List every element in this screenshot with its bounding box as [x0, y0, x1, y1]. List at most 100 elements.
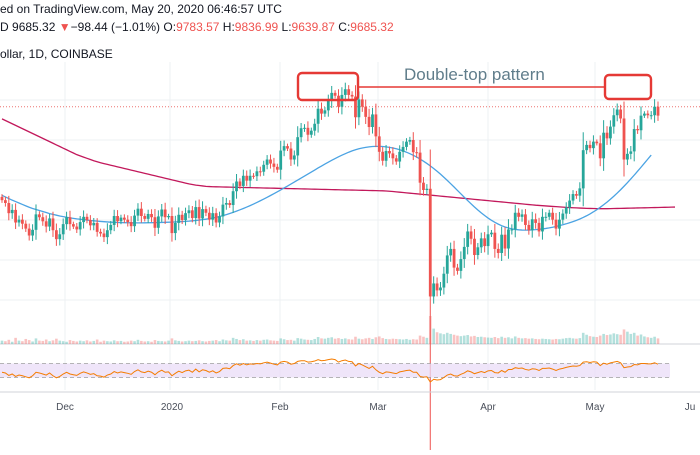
candle-body — [466, 231, 470, 247]
candle-body — [320, 108, 323, 114]
volume-bar — [99, 341, 102, 344]
volume-bar — [554, 338, 558, 344]
candle-body — [255, 171, 259, 177]
candle-body — [476, 247, 480, 256]
candle-body — [139, 208, 143, 216]
candle-body — [561, 213, 565, 220]
annotation-layer: Double-top pattern — [296, 65, 653, 102]
candle-body — [129, 222, 133, 227]
volume-bar — [544, 338, 548, 344]
volume-bar — [316, 337, 320, 344]
volume-bar — [646, 337, 650, 344]
candle-body — [48, 218, 51, 227]
volume-bar — [598, 335, 602, 344]
volume-bar — [265, 339, 269, 344]
volume-bar — [653, 336, 656, 344]
volume-bar — [357, 338, 361, 344]
volume-bar — [170, 338, 174, 344]
volume-bar — [479, 336, 483, 344]
volume-bar — [636, 335, 639, 344]
candle-body — [10, 209, 14, 214]
candle-body — [564, 207, 568, 214]
rsi-band-fill — [0, 363, 670, 378]
candle-body — [241, 175, 245, 186]
candle-body — [221, 204, 225, 217]
candle-body — [7, 203, 11, 214]
volume-bar — [184, 341, 187, 344]
volume-bar — [605, 335, 609, 344]
candle-body — [292, 155, 296, 160]
volume-bar — [415, 339, 418, 344]
candle-body — [653, 106, 656, 116]
candle-body — [34, 214, 38, 230]
rsi-line — [1, 358, 659, 383]
volume-bar — [520, 338, 524, 344]
candle-body — [500, 234, 504, 253]
candle-body — [289, 148, 293, 160]
candle-body — [316, 108, 320, 124]
volume-bar — [483, 337, 486, 344]
volume-bar — [537, 339, 541, 344]
candle-body — [588, 144, 592, 149]
candle-body — [391, 153, 395, 159]
candle-body — [303, 127, 306, 129]
volume-bar — [51, 340, 55, 344]
candle-body — [592, 141, 595, 149]
candle-body — [78, 222, 82, 230]
candle-body — [54, 230, 58, 240]
volume-bar — [469, 336, 473, 344]
volume-bar — [306, 339, 310, 344]
volume-bar — [221, 339, 225, 344]
candle-body — [88, 220, 92, 226]
candle-body — [258, 171, 262, 173]
volume-bar — [41, 340, 45, 344]
symbol-description: ollar, 1D, COINBASE — [0, 47, 113, 61]
volume-bar — [82, 341, 85, 344]
volume-bar — [398, 339, 401, 344]
candle-body — [31, 229, 34, 236]
candle-body — [41, 217, 45, 222]
volume-bar — [187, 340, 191, 344]
candle-body — [235, 181, 238, 192]
candle-body — [27, 228, 31, 236]
candle-body — [649, 115, 653, 117]
candle-body — [119, 217, 123, 222]
candle-body — [167, 216, 170, 218]
volume-bar — [367, 337, 371, 344]
volume-bar — [242, 339, 245, 344]
pattern-annotation-label: Double-top pattern — [404, 65, 545, 84]
volume-bar — [109, 341, 113, 344]
candle-body — [418, 152, 422, 183]
moving-averages — [1, 118, 676, 231]
candle-body — [333, 92, 337, 96]
volume-bar — [95, 339, 99, 344]
volume-bar — [140, 340, 143, 344]
candle-body — [629, 151, 633, 154]
candle-body — [163, 209, 167, 218]
candle-body — [306, 127, 310, 135]
volume-bar — [350, 339, 354, 344]
candle-body — [377, 136, 381, 152]
volume-bar — [377, 336, 381, 344]
volume-bar — [194, 340, 198, 344]
candle-body — [309, 130, 313, 135]
volume-bar — [435, 332, 439, 344]
candle-body — [95, 222, 99, 232]
volume-bar — [313, 338, 316, 344]
volume-bar — [432, 328, 435, 344]
candle-body — [357, 99, 361, 118]
volume-bar — [330, 337, 333, 344]
candle-body — [122, 217, 126, 220]
candle-body — [612, 115, 616, 127]
volume-bar — [106, 341, 109, 344]
candle-body — [626, 153, 629, 160]
candle-body — [184, 213, 187, 221]
candle-body — [173, 222, 177, 234]
volume-bar — [418, 335, 422, 344]
volume-bar — [61, 341, 65, 344]
symbol-quote-line: D 9685.32 ▼−98.44 (−1.01%) O:9783.57 H:9… — [0, 20, 394, 34]
candle-body — [439, 287, 442, 291]
volume-bar — [310, 340, 313, 344]
